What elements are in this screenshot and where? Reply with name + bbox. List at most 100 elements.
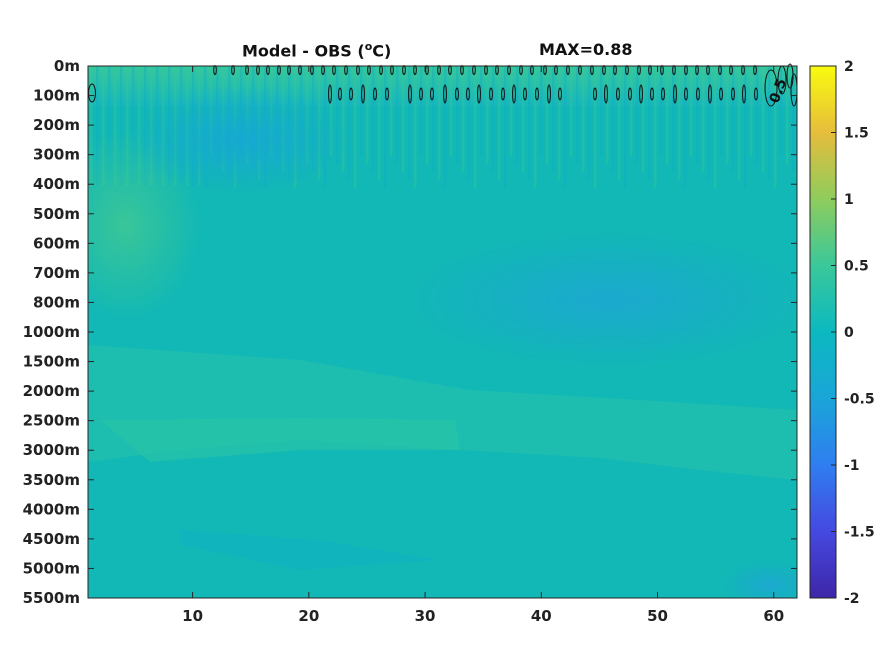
contour-ring <box>696 87 700 101</box>
surface-stripe <box>498 66 501 180</box>
y-tick-label: 600m <box>33 234 80 252</box>
colorbar-tick-label: 1 <box>844 192 854 208</box>
y-tick-label: 1000m <box>23 323 80 341</box>
surface-stripe <box>114 66 117 186</box>
surface-stripe <box>132 66 135 186</box>
x-axis: 10 20 30 40 50 60 <box>182 66 784 625</box>
contour-ring <box>419 87 423 101</box>
surface-stripe <box>672 66 675 172</box>
surface-stripe <box>372 66 375 172</box>
y-tick-label: 3500m <box>23 471 80 489</box>
surface-stripe <box>636 66 639 164</box>
surface-stripe <box>432 66 435 172</box>
contour-ring <box>604 84 608 104</box>
surface-stripe <box>342 66 345 172</box>
contour-ring <box>535 87 539 101</box>
surface-stripe <box>120 66 123 186</box>
surface-stripe <box>426 66 429 164</box>
surface-stripe <box>396 66 399 164</box>
x-tick-label: 30 <box>415 607 436 625</box>
contour-ring <box>661 87 665 101</box>
heatmap-field <box>88 66 797 598</box>
colorbar-tick-label: -1 <box>844 458 860 474</box>
y-tick-label: 100m <box>33 87 80 105</box>
surface-stripe <box>642 66 645 172</box>
surface-stripe <box>732 66 735 172</box>
chart-max-label: MAX=0.88 <box>539 40 633 59</box>
contour-ring <box>593 87 597 101</box>
surface-stripe <box>762 66 765 172</box>
surface-stripe <box>456 66 459 164</box>
surface-stripe <box>750 66 753 156</box>
surface-stripe <box>768 66 771 180</box>
surface-stripe <box>486 66 489 164</box>
colorbar-tick-label: -2 <box>844 591 860 607</box>
y-tick-label: 1500m <box>23 353 80 371</box>
x-tick-label: 20 <box>298 607 319 625</box>
y-tick-label: 0m <box>54 57 80 75</box>
surface-stripe <box>402 66 405 172</box>
contour-ring <box>373 87 377 101</box>
colorbar-tick-label: 2 <box>844 59 854 75</box>
x-tick-label: 60 <box>763 607 784 625</box>
y-tick-label: 4500m <box>23 530 80 548</box>
surface-stripe <box>546 66 549 164</box>
surface-stripe <box>582 66 585 172</box>
surface-stripe <box>102 66 105 186</box>
surface-stripe <box>516 66 519 164</box>
surface-stripe <box>462 66 465 172</box>
contour-ring <box>764 69 778 107</box>
surface-stripe <box>96 66 99 186</box>
surface-stripe <box>780 66 783 156</box>
surface-stripe <box>738 66 741 180</box>
contour-label: 0.5 <box>767 77 791 106</box>
surface-stripe <box>444 66 447 188</box>
surface-stripe <box>594 66 597 188</box>
surface-stripe <box>354 66 357 188</box>
contour-ring <box>455 87 459 101</box>
surface-stripe <box>108 66 111 186</box>
surface-stripe <box>606 66 609 164</box>
colorbar-tick-label: -1.5 <box>844 525 875 541</box>
contour-ring <box>489 87 493 101</box>
y-axis: 0m 100m 200m 300m 400m 500m 600m 700m 800m 1000m 1… <box>23 57 797 607</box>
contour-ring <box>361 84 365 104</box>
surface-stripe <box>576 66 579 164</box>
surface-stripe <box>612 66 615 172</box>
colorbar-axis: 2 1.5 1 0.5 0 -0.5 -1 -1.5 -2 <box>831 59 875 607</box>
contour-ring <box>466 87 470 101</box>
contour-ring <box>523 87 527 101</box>
surface-stripe <box>480 66 483 156</box>
contour-ring <box>673 84 677 104</box>
y-tick-label: 200m <box>33 116 80 134</box>
contour-ring <box>616 87 620 101</box>
chart-title: Model - OBS (oC) <box>242 40 392 61</box>
surface-stripe <box>468 66 471 180</box>
colorbar-tick-label: -0.5 <box>844 392 875 408</box>
contour-ring <box>443 84 447 104</box>
surface-stripe <box>702 66 705 172</box>
surface-stripe <box>414 66 417 188</box>
surface-stripe <box>438 66 441 180</box>
surface-stripe <box>660 66 663 156</box>
contour-ring <box>501 87 505 101</box>
y-tick-label: 800m <box>33 293 80 311</box>
surface-stripe <box>492 66 495 172</box>
surface-stripe <box>696 66 699 164</box>
surface-stripe <box>552 66 555 172</box>
surface-stripe <box>684 66 687 188</box>
surface-stripe <box>540 66 543 156</box>
surface-stripe <box>708 66 711 180</box>
contour-ring <box>558 87 562 101</box>
surface-stripe <box>474 66 477 188</box>
contour-ring <box>639 84 643 104</box>
surface-stripe <box>630 66 633 156</box>
surface-stripe <box>528 66 531 180</box>
surface-stripe <box>450 66 453 156</box>
contour-ring <box>349 87 353 101</box>
contour-ring <box>385 87 389 101</box>
surface-stripe <box>504 66 507 188</box>
contour-ring <box>477 84 481 104</box>
surface-stripe <box>624 66 627 188</box>
surface-stripe <box>90 66 93 186</box>
